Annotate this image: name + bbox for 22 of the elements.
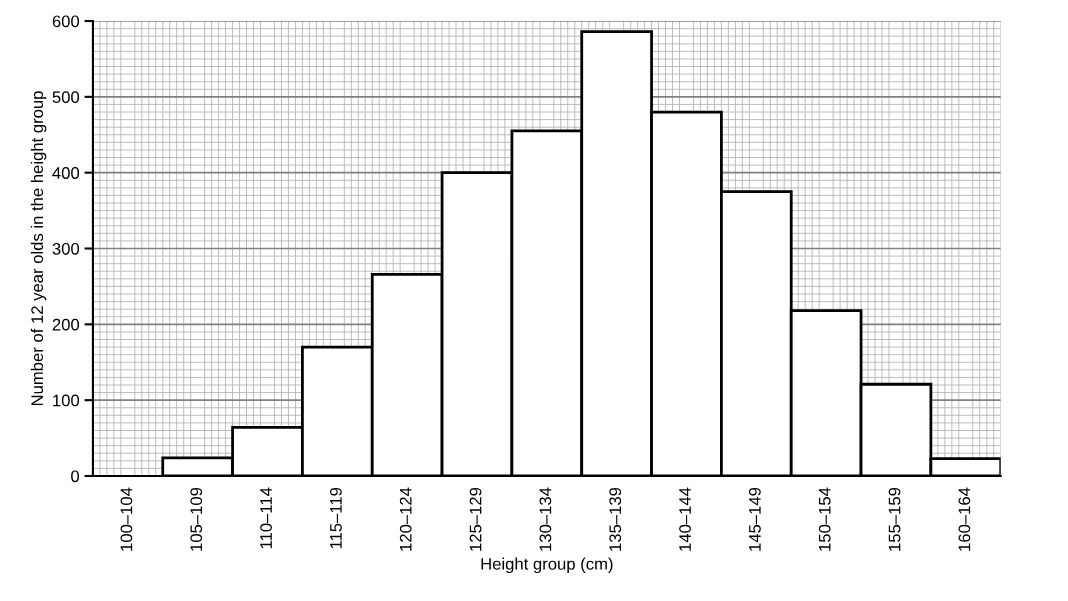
y-tick-label: 600 <box>52 15 80 28</box>
y-axis-title: Number of 12 year olds in the height group <box>30 91 47 406</box>
x-tick-label: 155–159 <box>888 487 901 551</box>
x-tick-label: 130–134 <box>539 487 552 551</box>
x-tick-label: 105–109 <box>190 487 203 551</box>
x-tick-label: 120–124 <box>399 487 412 551</box>
y-tick-label: 400 <box>52 167 80 179</box>
y-tick-label: 500 <box>52 91 80 104</box>
x-tick-label: 125–129 <box>469 487 482 551</box>
x-axis-title: Height group (cm) <box>481 557 613 574</box>
y-tick-label: 300 <box>52 242 80 255</box>
x-tick-label: 135–139 <box>609 487 622 551</box>
x-tick-label: 110–114 <box>260 487 272 549</box>
x-tick-label: 140–144 <box>679 487 691 551</box>
x-tick-label: 145–149 <box>748 487 761 551</box>
x-tick-label: 150–154 <box>818 487 831 551</box>
x-tick-label: 100–104 <box>120 487 133 551</box>
x-tick-label: 115–119 <box>330 487 342 549</box>
y-tick-label: 0 <box>71 470 80 483</box>
y-tick-label: 200 <box>52 318 80 331</box>
x-tick-label: 160–164 <box>958 487 971 551</box>
y-tick-label: 100 <box>53 394 80 407</box>
